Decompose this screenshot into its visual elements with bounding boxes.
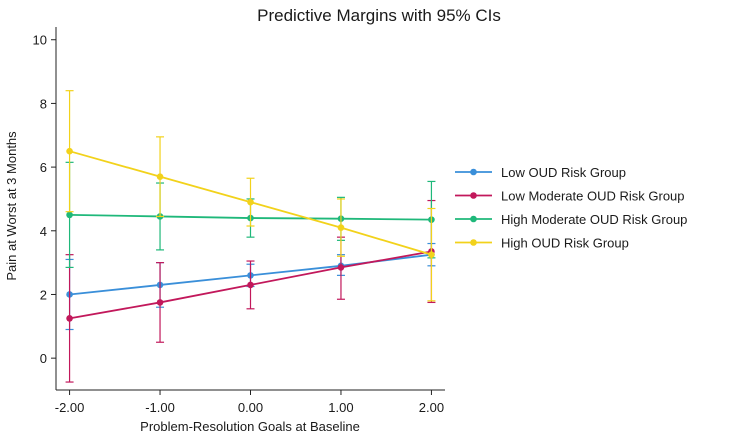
x-tick-label: -2.00 [55, 400, 85, 415]
legend-swatch-marker [470, 215, 477, 223]
y-tick-label: 2 [40, 287, 47, 302]
x-tick-label: 2.00 [419, 400, 444, 415]
data-point [66, 211, 73, 219]
x-tick-label: -1.00 [145, 400, 175, 415]
legend-swatch-marker [470, 192, 477, 199]
data-point [156, 299, 164, 306]
legend-item: High OUD Risk Group [455, 236, 629, 251]
y-tick-label: 0 [40, 351, 47, 366]
y-tick-label: 10 [33, 33, 47, 48]
legend-label: Low OUD Risk Group [501, 165, 626, 180]
x-tick-label: 1.00 [328, 400, 353, 415]
data-point [156, 173, 164, 180]
data-point [337, 264, 345, 271]
data-point [247, 281, 254, 289]
legend-label: Low Moderate OUD Risk Group [501, 189, 685, 204]
legend-item: High Moderate OUD Risk Group [455, 212, 687, 227]
legend-label: High Moderate OUD Risk Group [501, 212, 687, 227]
legend-label: High OUD Risk Group [501, 236, 629, 251]
y-axis-label: Pain at Worst at 3 Months [4, 131, 19, 281]
data-point [428, 251, 435, 258]
legend-swatch-marker [470, 168, 477, 176]
data-point [66, 315, 73, 322]
y-axis-ticks: 0 2 4 6 8 10 [33, 33, 56, 366]
data-point [247, 198, 254, 206]
series-4 [65, 90, 436, 302]
data-point [66, 147, 73, 155]
legend-item: Low Moderate OUD Risk Group [455, 189, 685, 204]
legend-item: Low OUD Risk Group [455, 165, 626, 180]
chart-title: Predictive Margins with 95% CIs [257, 6, 501, 25]
legend: Low OUD Risk Group Low Moderate OUD Risk … [455, 165, 687, 251]
y-tick-label: 4 [40, 224, 47, 239]
x-tick-label: 0.00 [238, 400, 263, 415]
legend-swatch-marker [470, 239, 477, 246]
data-point [337, 224, 345, 231]
plot-area [65, 90, 436, 383]
y-tick-label: 8 [40, 96, 47, 111]
y-tick-label: 6 [40, 160, 47, 175]
x-axis-ticks: -2.00 -1.00 0.00 1.00 2.00 [55, 390, 444, 415]
x-axis-label: Problem-Resolution Goals at Baseline [140, 419, 360, 434]
